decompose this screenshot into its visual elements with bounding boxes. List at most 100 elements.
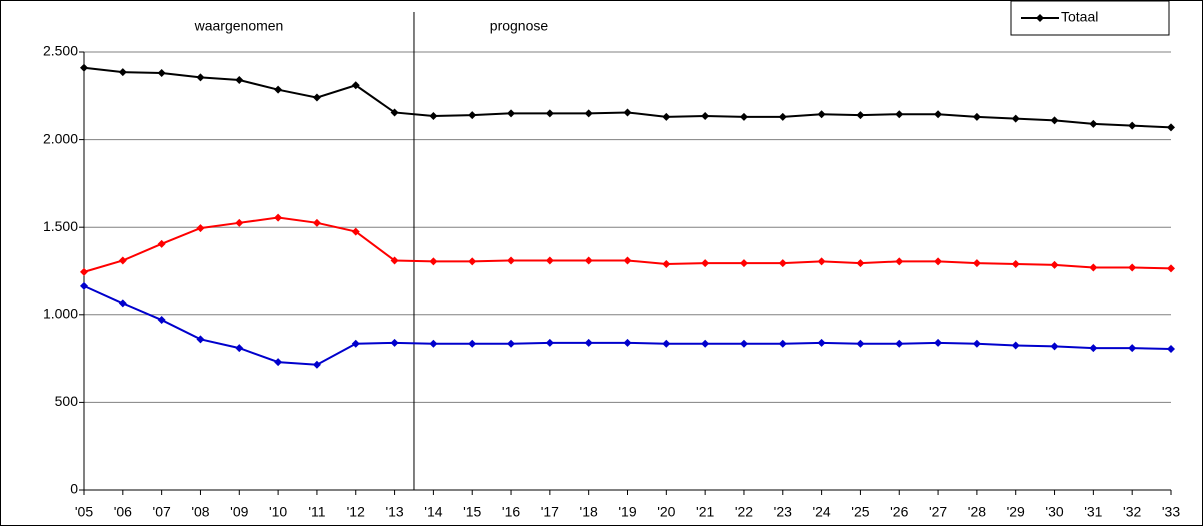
x-tick-label: '12 [347,504,365,520]
y-tick-label: 0 [70,481,78,497]
point [468,111,477,120]
point [118,299,127,308]
point [507,339,516,348]
annotation: waargenomen [194,18,284,34]
point [701,259,710,268]
x-tick-label: '27 [929,504,947,520]
point [895,339,904,348]
point [778,339,787,348]
point [972,259,981,268]
point [429,257,438,266]
point [584,338,593,347]
point [80,267,88,276]
point [312,93,321,102]
point [351,339,360,348]
point [507,109,516,118]
point [1089,344,1098,353]
series-line [83,66,1172,129]
point [701,111,710,120]
point [856,111,865,120]
point [895,257,904,266]
point [817,338,826,347]
x-tick-label: '08 [191,504,209,520]
point [1011,341,1020,350]
point [157,239,166,248]
annotation: prognose [490,18,549,34]
x-tick-label: '13 [385,504,403,520]
y-tick-label: 2.000 [43,130,78,146]
point [584,109,593,118]
point [934,257,943,266]
y-tick-label: 500 [55,393,79,409]
x-tick-label: '11 [308,504,325,520]
legend: Totaal [1010,0,1170,36]
point [429,339,438,348]
x-tick-label: '25 [851,504,869,520]
point [157,69,166,78]
point [817,110,826,119]
x-tick-label: '18 [580,504,598,520]
point [235,76,244,85]
point [856,339,865,348]
point [196,224,205,233]
point [545,338,554,347]
x-tick-label: '17 [541,504,559,520]
point [1128,344,1137,353]
x-tick-label: '09 [230,504,248,520]
point [429,111,438,120]
point [623,256,632,265]
point [545,109,554,118]
point [157,316,166,325]
x-tick-label: '23 [774,504,792,520]
point [778,259,787,268]
point [545,256,554,265]
point [507,256,516,265]
point [1050,260,1059,269]
point [623,338,632,347]
x-tick-label: '14 [424,504,442,520]
point [584,256,593,265]
point [972,339,981,348]
x-tick-label: '07 [153,504,171,520]
point [1089,263,1098,272]
y-tick-label: 1.500 [43,218,78,234]
point [701,339,710,348]
x-tick-label: '21 [696,504,714,520]
point [312,360,321,369]
point [274,85,283,94]
point [856,259,865,268]
x-tick-label: '06 [114,504,132,520]
point [739,339,748,348]
point [972,112,981,121]
point [274,358,283,367]
point [1167,123,1175,132]
point [739,112,748,121]
point [118,68,127,77]
x-tick-label: '31 [1084,504,1102,520]
point [351,81,360,90]
point [895,110,904,119]
point [934,338,943,347]
point [662,112,671,121]
point [312,218,321,227]
point [934,110,943,119]
point [468,339,477,348]
point [662,259,671,268]
x-tick-label: '33 [1162,504,1180,520]
point [468,257,477,266]
x-tick-label: '26 [890,504,908,520]
x-tick-label: '28 [968,504,986,520]
point [1050,342,1059,351]
point [1050,116,1059,125]
x-tick-label: '29 [1007,504,1025,520]
x-tick-label: '20 [657,504,675,520]
x-tick-label: '10 [269,504,287,520]
legend-marker [1036,14,1044,22]
point [118,256,127,265]
point [1167,264,1175,273]
y-tick-label: 1.000 [43,306,78,322]
point [274,213,283,222]
point [235,344,244,353]
point [80,281,88,290]
